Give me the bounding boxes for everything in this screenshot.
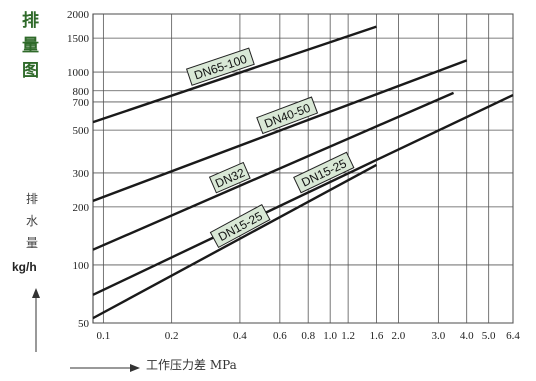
- x-tick-label: 0.4: [233, 330, 247, 342]
- ylabel-char-3: 量: [26, 236, 39, 250]
- title-char-3: 图: [22, 61, 39, 81]
- x-tick-label: 5.0: [482, 330, 496, 342]
- x-axis-arrow-head: [130, 364, 140, 372]
- series-label-box: [256, 96, 319, 135]
- series-label-group: DN32: [208, 161, 251, 194]
- x-tick-label: 2.0: [392, 330, 406, 342]
- x-tick-label: 0.8: [301, 330, 315, 342]
- x-tick-label: 6.4: [506, 330, 520, 342]
- title-char-2: 量: [22, 36, 39, 56]
- ylabel-char-1: 排: [26, 192, 39, 206]
- series-label-box: [185, 47, 255, 86]
- series-line: [92, 59, 468, 202]
- plot-frame: [92, 13, 514, 324]
- y-tick-label: 500: [73, 125, 90, 137]
- x-tick-label: 1.2: [341, 330, 355, 342]
- y-unit: kg/h: [12, 260, 37, 274]
- x-tick-label: 3.0: [431, 330, 445, 342]
- y-tick-label: 2000: [67, 9, 90, 21]
- series-line: [92, 91, 455, 251]
- y-tick-label: 1500: [67, 33, 90, 45]
- series-line: [92, 93, 514, 296]
- x-tick-label: 0.1: [97, 330, 111, 342]
- series-label-box: [209, 203, 271, 249]
- x-tick-label: 1.6: [370, 330, 384, 342]
- x-tick-label: 0.2: [165, 330, 179, 342]
- x-axis-label: 工作压力差 MPa: [146, 358, 237, 372]
- y-tick-label: 300: [73, 168, 90, 180]
- ylabel-char-2: 水: [26, 214, 39, 228]
- series-line: [92, 163, 378, 320]
- y-tick-label: 100: [73, 260, 90, 272]
- y-tick-label: 700: [73, 97, 90, 109]
- y-axis-arrow-head: [32, 288, 40, 298]
- y-tick-label: 1000: [67, 67, 90, 79]
- x-tick-label: 1.0: [323, 330, 337, 342]
- x-tick-label: 0.6: [273, 330, 287, 342]
- y-tick-label: 50: [78, 318, 90, 330]
- series-label: DN40-50: [262, 101, 312, 131]
- series-label-box: [293, 151, 355, 194]
- series-line: [92, 25, 377, 124]
- y-tick-label: 800: [73, 86, 90, 98]
- title-char-1: 排: [22, 11, 39, 31]
- series-label-box: [208, 161, 251, 194]
- y-tick-label: 200: [73, 202, 90, 214]
- x-tick-label: 4.0: [460, 330, 474, 342]
